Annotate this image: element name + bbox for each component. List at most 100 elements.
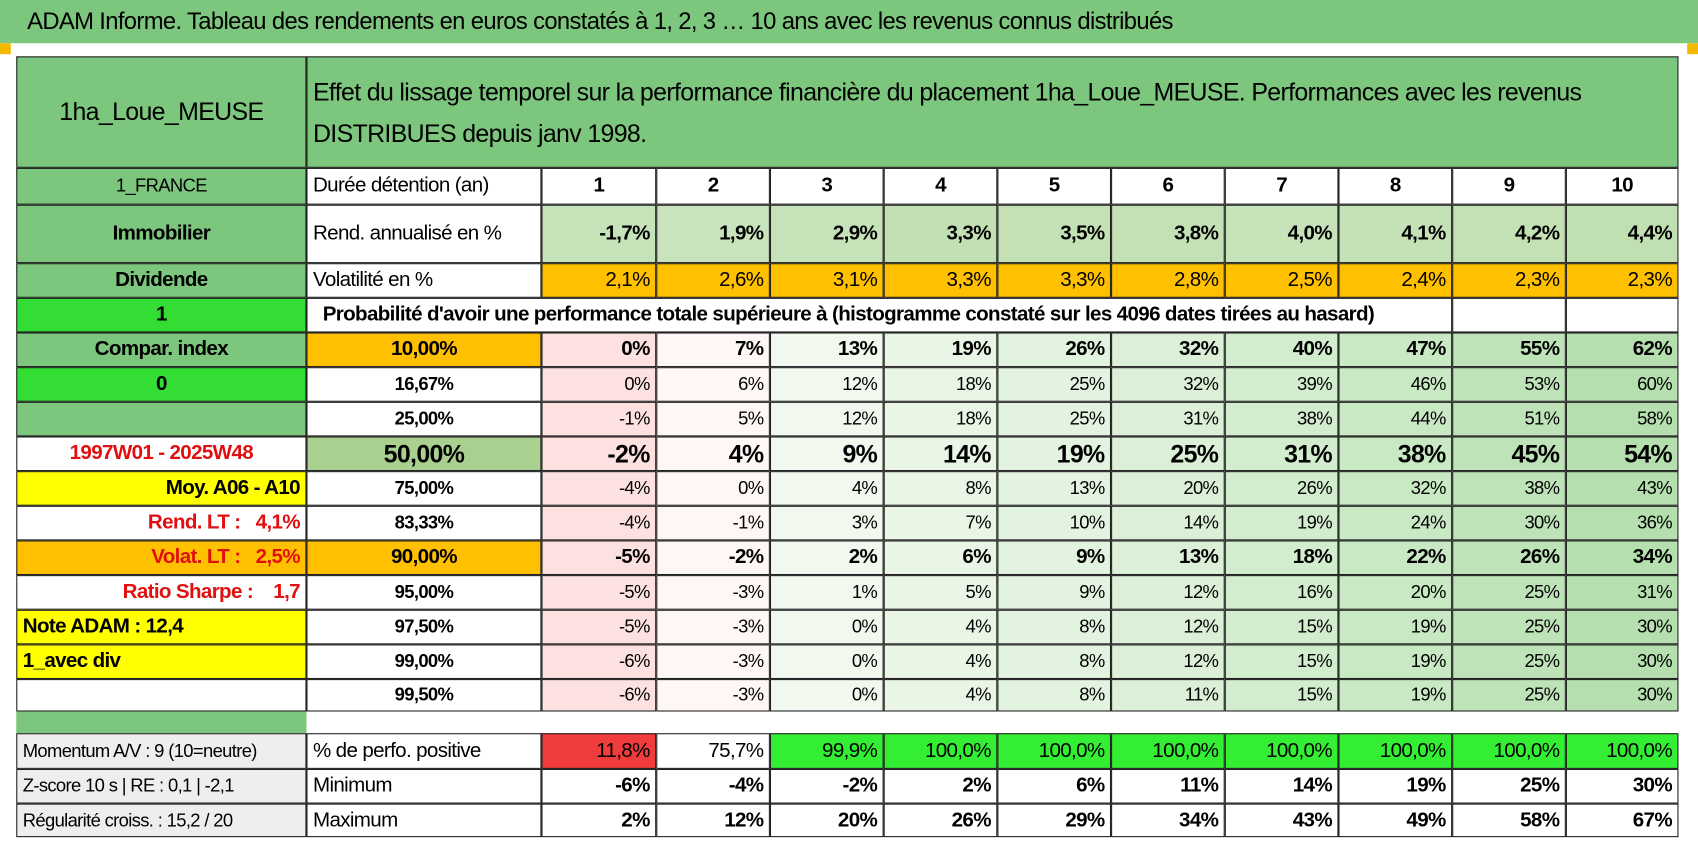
value-cell: 4% [656,436,770,472]
value-cell: -1,7% [541,204,657,264]
value-cell: 1,9% [656,204,770,264]
row-side-label [16,679,307,712]
value-cell: 29% [997,803,1112,838]
title: ADAM Informe. Tableau des rendements en … [27,7,1173,35]
value-cell: 16% [1224,575,1339,610]
row-side-label: Note ADAM : 12,4 [16,609,307,645]
value-cell: 100,0% [1111,733,1225,769]
row-label: Durée détention (an) [306,167,542,205]
value-cell: 46% [1338,367,1453,402]
row-label: 25,00% [306,401,542,437]
value-cell: 0% [541,367,657,402]
value-cell: 3,3% [997,263,1112,298]
value-cell: 34% [1111,803,1225,838]
value-cell: 58% [1565,401,1679,437]
value-cell: 2% [541,803,657,838]
row-side-label: Compar. index [16,332,307,368]
value-cell: 100,0% [1565,733,1679,769]
value-cell: 0% [769,644,884,680]
value-cell: 40% [1224,332,1339,368]
value-cell: 19% [1224,505,1339,541]
value-cell: 2,8% [1111,263,1225,298]
value-cell: -4% [656,768,770,804]
value-cell: 3 [769,167,884,205]
value-cell: 30% [1452,505,1566,541]
value-cell: 100,0% [997,733,1112,769]
value-cell: -6% [541,644,657,680]
value-cell: -6% [541,679,657,712]
value-cell: 43% [1224,803,1339,838]
value-cell: 54% [1565,436,1679,472]
value-cell: 7% [656,332,770,368]
value-cell: 20% [1111,471,1225,506]
value-cell: -1% [541,401,657,437]
value-cell: 15% [1224,679,1339,712]
value-cell: 26% [1452,540,1566,576]
value-cell: 9% [997,540,1112,576]
value-cell: 67% [1565,803,1679,838]
row-label: Rend. annualisé en % [306,204,542,264]
value-cell: 3,3% [883,263,998,298]
row-side-label: 1 [16,297,307,333]
value-cell: -5% [541,609,657,645]
value-cell: 13% [1111,540,1225,576]
value-cell: -2% [541,436,657,472]
value-cell: 12% [769,401,884,437]
value-cell: 60% [1565,367,1679,402]
value-cell: 26% [1224,471,1339,506]
value-cell: 4% [769,471,884,506]
value-cell: 25% [1452,768,1566,804]
value-cell: 7 [1224,167,1339,205]
value-cell: 30% [1565,679,1679,712]
value-cell: 25% [1111,436,1225,472]
row-label: 16,67% [306,367,542,402]
description: Effet du lissage temporel sur la perform… [306,56,1679,168]
value-cell: 31% [1224,436,1339,472]
value-cell: 4% [883,644,998,680]
value-cell: 0% [541,332,657,368]
value-cell: 2% [883,768,998,804]
value-cell: 25% [1452,609,1566,645]
value-cell: 31% [1111,401,1225,437]
value-cell: 8% [997,609,1112,645]
value-cell: 9% [997,575,1112,610]
value-cell: 5 [997,167,1112,205]
row-label: 99,00% [306,644,542,680]
value-cell: 62% [1565,332,1679,368]
value-cell: 22% [1338,540,1453,576]
value-cell: 13% [997,471,1112,506]
value-cell: 36% [1565,505,1679,541]
value-cell: 4,2% [1452,204,1566,264]
row-label: Maximum [306,803,542,838]
row-side-label: Dividende [16,263,307,298]
row-side-label: Z-score 10 s | RE : 0,1 | -2,1 [16,768,307,804]
value-cell: 4% [883,679,998,712]
row-side-label [16,401,307,437]
value-cell: -3% [656,609,770,645]
value-cell: 30% [1565,609,1679,645]
value-cell: 6% [883,540,998,576]
value-cell: 8% [883,471,998,506]
value-cell: 19% [1338,679,1453,712]
row-side-label: Moy. A06 - A10 [16,471,307,506]
value-cell: 45% [1452,436,1566,472]
row-side-label: Régularité croiss. : 15,2 / 20 [16,803,307,838]
section-label: Probabilité d'avoir une performance tota… [306,297,1453,333]
value-cell: 1% [769,575,884,610]
value-cell: 2% [769,540,884,576]
value-cell: 11% [1111,768,1225,804]
value-cell: 4,0% [1224,204,1339,264]
value-cell: 11% [1111,679,1225,712]
asset-name: 1ha_Loue_MEUSE [16,56,307,168]
value-cell: 100,0% [1452,733,1566,769]
value-cell: -2% [769,768,884,804]
row-label: 75,00% [306,471,542,506]
value-cell: 2,4% [1338,263,1453,298]
value-cell: 30% [1565,768,1679,804]
value-cell: 4,1% [1338,204,1453,264]
row-label: Minimum [306,768,542,804]
value-cell: 12% [1111,575,1225,610]
value-cell: 8% [997,644,1112,680]
value-cell: 44% [1338,401,1453,437]
value-cell: 19% [883,332,998,368]
